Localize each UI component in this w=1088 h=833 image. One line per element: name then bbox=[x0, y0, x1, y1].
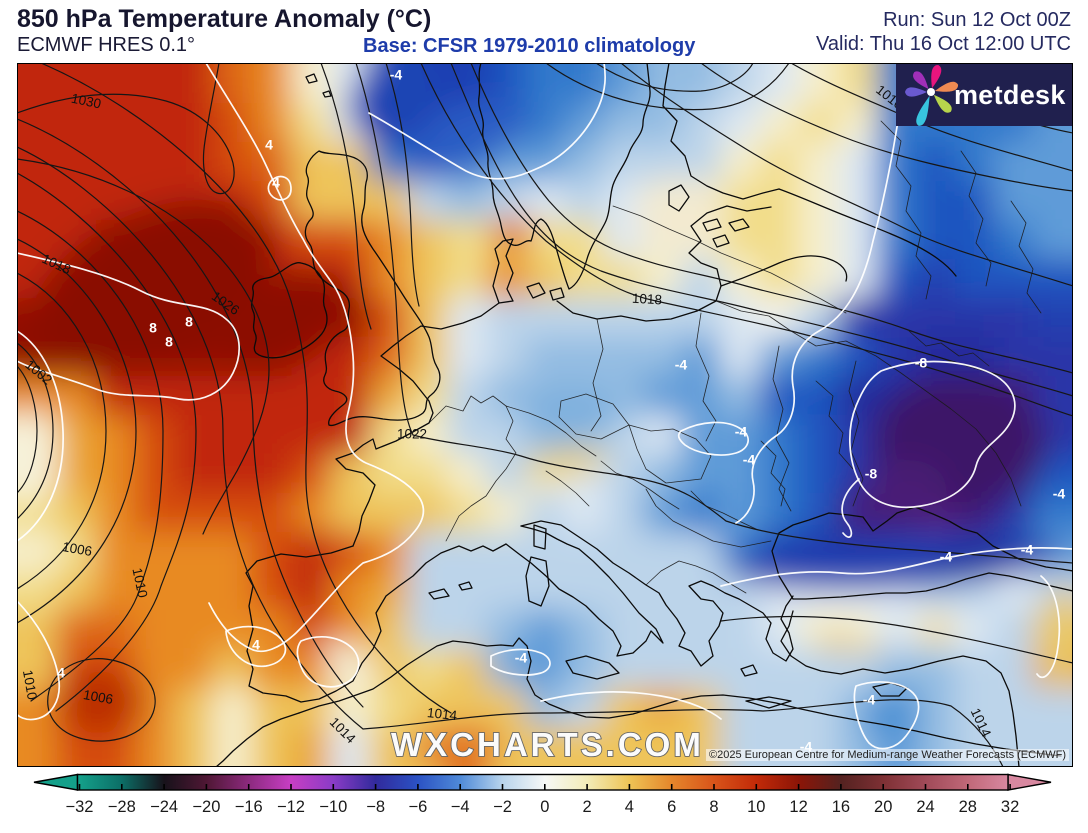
svg-text:10: 10 bbox=[747, 798, 765, 816]
svg-text:4: 4 bbox=[252, 637, 260, 653]
svg-text:1018: 1018 bbox=[632, 291, 663, 308]
svg-text:8: 8 bbox=[185, 314, 193, 330]
svg-text:-4: -4 bbox=[940, 549, 953, 565]
svg-text:-4: -4 bbox=[1021, 542, 1034, 558]
svg-text:-4: -4 bbox=[863, 692, 876, 708]
svg-text:−24: −24 bbox=[150, 798, 178, 816]
svg-text:-4: -4 bbox=[515, 650, 528, 666]
svg-text:8: 8 bbox=[149, 320, 157, 336]
svg-text:1006: 1006 bbox=[82, 687, 114, 707]
svg-text:1014: 1014 bbox=[426, 705, 458, 723]
svg-text:−2: −2 bbox=[493, 798, 512, 816]
svg-text:20: 20 bbox=[874, 798, 892, 816]
svg-text:1022: 1022 bbox=[397, 427, 427, 442]
svg-text:-8: -8 bbox=[915, 355, 928, 371]
svg-text:1006: 1006 bbox=[61, 539, 93, 559]
svg-text:-4: -4 bbox=[1053, 486, 1066, 502]
svg-text:−16: −16 bbox=[235, 798, 263, 816]
svg-text:4: 4 bbox=[625, 798, 634, 816]
svg-text:4: 4 bbox=[265, 137, 273, 153]
svg-text:6: 6 bbox=[667, 798, 676, 816]
svg-text:0: 0 bbox=[540, 798, 549, 816]
svg-text:16: 16 bbox=[832, 798, 850, 816]
svg-text:1030: 1030 bbox=[70, 91, 103, 112]
svg-text:−4: −4 bbox=[451, 798, 470, 816]
svg-text:-4: -4 bbox=[390, 67, 403, 83]
svg-text:32: 32 bbox=[1001, 798, 1019, 816]
svg-text:28: 28 bbox=[959, 798, 977, 816]
svg-text:4: 4 bbox=[57, 665, 65, 681]
svg-text:2: 2 bbox=[583, 798, 592, 816]
svg-text:−20: −20 bbox=[192, 798, 220, 816]
svg-text:−12: −12 bbox=[277, 798, 305, 816]
svg-text:metdesk: metdesk bbox=[954, 80, 1066, 110]
svg-text:-4: -4 bbox=[743, 452, 756, 468]
svg-text:4: 4 bbox=[272, 175, 280, 191]
svg-text:1010: 1010 bbox=[20, 669, 40, 701]
svg-text:−32: −32 bbox=[66, 798, 94, 816]
svg-text:−10: −10 bbox=[319, 798, 347, 816]
svg-text:1010: 1010 bbox=[129, 567, 150, 600]
svg-text:-8: -8 bbox=[865, 466, 878, 482]
svg-text:8: 8 bbox=[709, 798, 718, 816]
svg-text:−28: −28 bbox=[108, 798, 136, 816]
svg-text:12: 12 bbox=[789, 798, 807, 816]
svg-text:−6: −6 bbox=[408, 798, 427, 816]
svg-text:−8: −8 bbox=[366, 798, 385, 816]
svg-text:24: 24 bbox=[916, 798, 934, 816]
svg-text:-4: -4 bbox=[675, 357, 688, 373]
svg-text:-4: -4 bbox=[735, 424, 748, 440]
svg-text:8: 8 bbox=[165, 334, 173, 350]
